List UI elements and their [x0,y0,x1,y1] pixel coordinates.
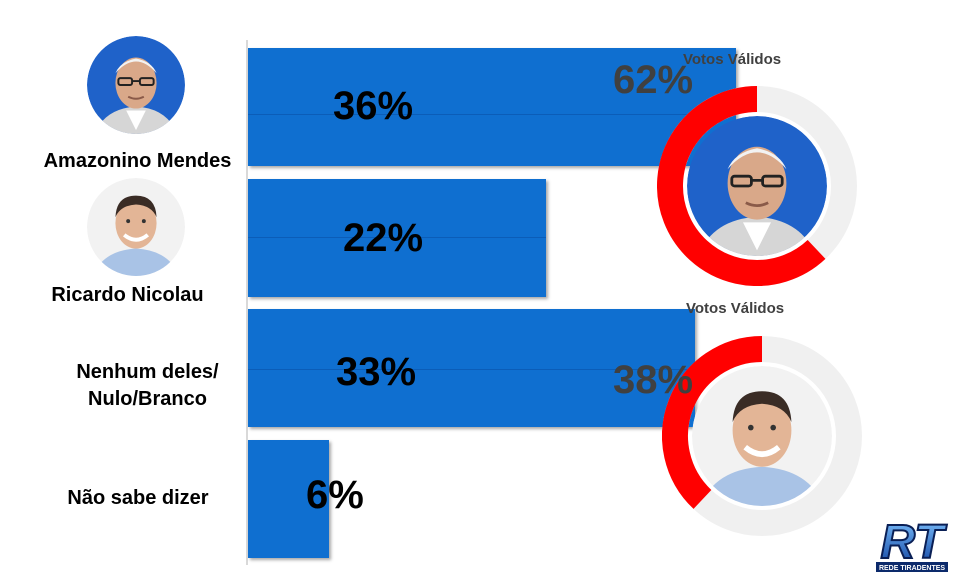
donut-percent: 38% [613,358,694,402]
bar [248,48,736,166]
category-label: Não sabe dizer [67,487,209,509]
donut-chart [662,336,862,536]
avatar-ricardo [87,178,185,276]
data-label: 33% [336,350,417,394]
bar [248,440,330,558]
avatar-amazonino-donut [687,116,827,256]
donut-slice [657,86,826,286]
bar [248,309,695,427]
donut-percent: 62% [613,58,694,102]
data-label: 36% [333,84,414,128]
donut-slice [662,336,763,509]
data-label: 22% [343,216,424,260]
logo-subtext: REDE TIRADENTES [879,565,945,572]
data-label: 6% [306,473,364,517]
avatar-amazonino [87,36,185,134]
avatar-ricardo-donut [692,366,832,506]
donut-title: Votos Válidos [686,300,785,317]
category-label: Nenhum deles/ Nulo/Branco [76,361,219,410]
category-label: Ricardo Nicolau [51,284,204,306]
axis-line [246,40,248,565]
logo-mark: RT [880,516,947,569]
bar [248,179,546,297]
donut-title: Votos Válidos [683,51,782,68]
logo: RT REDE TIRADENTES [872,516,952,574]
category-label: Amazonino Mendes [43,150,232,172]
donut-chart [657,86,857,286]
